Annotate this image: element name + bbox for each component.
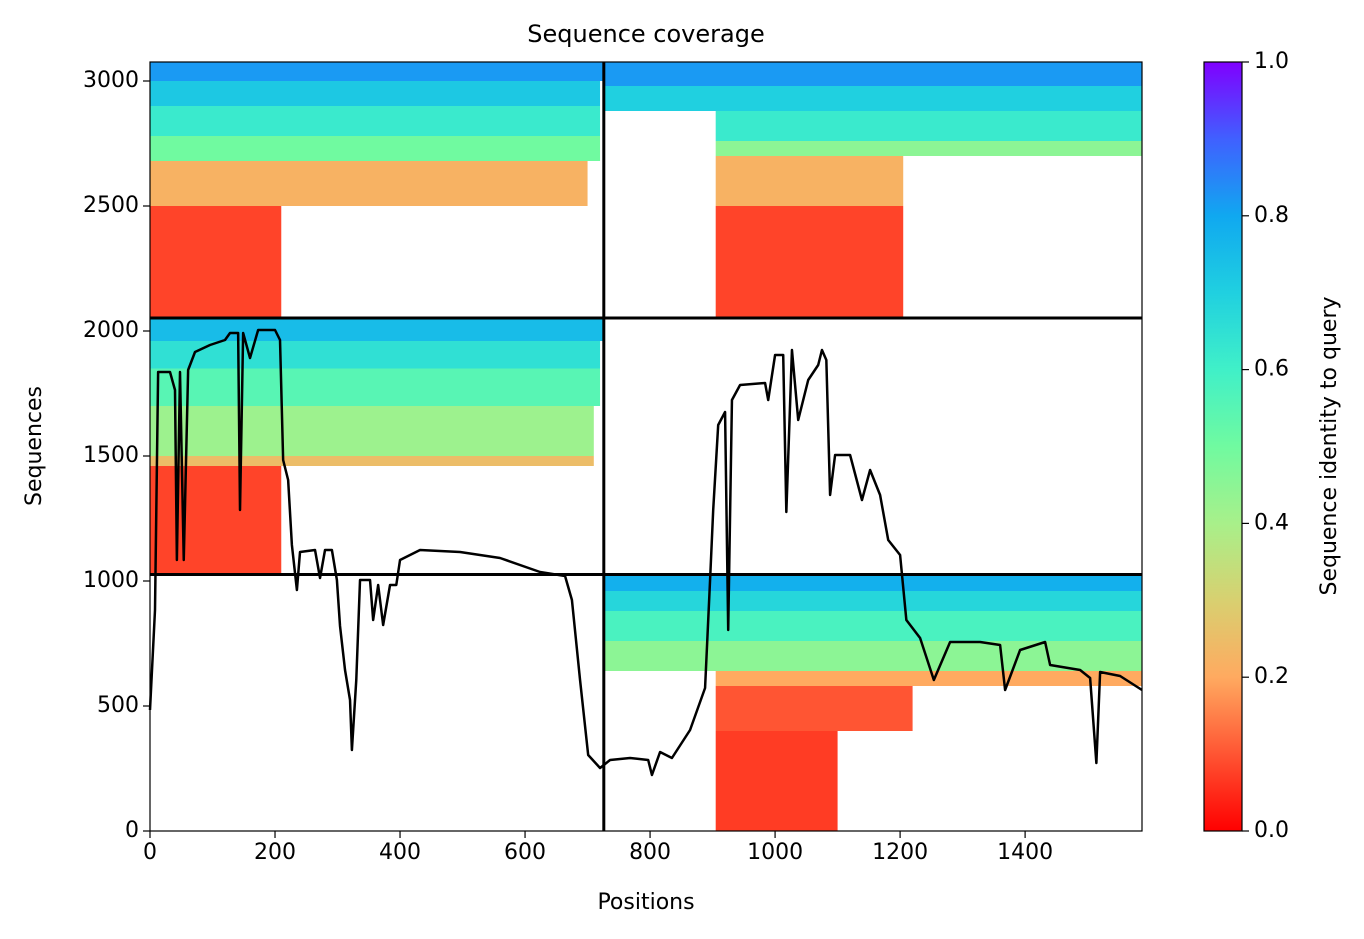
- x-tick-label: 1000: [747, 840, 803, 865]
- colorbar-tick-label: 0.4: [1254, 510, 1289, 535]
- coverage-block: [150, 406, 594, 456]
- y-tick-label: 0: [125, 818, 139, 843]
- coverage-block: [715, 731, 838, 831]
- colorbar-tick-label: 1.0: [1254, 49, 1289, 74]
- x-tick-label: 0: [143, 840, 157, 865]
- coverage-block: [603, 611, 1142, 641]
- coverage-block: [715, 686, 913, 731]
- x-axis-label: Positions: [597, 890, 694, 915]
- colorbar: [1203, 61, 1243, 832]
- x-tick-label: 1200: [872, 840, 928, 865]
- coverage-block: [715, 111, 1142, 141]
- coverage-block: [150, 161, 588, 206]
- x-tick-label: 800: [629, 840, 671, 865]
- x-tick-label: 400: [379, 840, 421, 865]
- colorbar-tick-label: 0.6: [1254, 357, 1289, 382]
- coverage-block: [715, 156, 904, 206]
- coverage-block: [715, 671, 1142, 686]
- coverage-block: [715, 141, 1142, 156]
- x-tick-label: 1400: [997, 840, 1053, 865]
- colorbar-tick-label: 0.2: [1254, 664, 1289, 689]
- coverage-block: [150, 456, 594, 466]
- plot-frame: [149, 61, 1143, 832]
- coverage-block: [715, 206, 904, 318]
- y-tick-label: 2500: [83, 193, 139, 218]
- y-axis-label: Sequences: [22, 386, 47, 506]
- coverage-block: [150, 62, 604, 81]
- colorbar-tick-label: 0.8: [1254, 203, 1289, 228]
- coverage-block: [150, 318, 604, 341]
- coverage-block: [150, 136, 601, 161]
- coverage-block: [150, 368, 601, 406]
- coverage-block: [150, 341, 601, 369]
- coverage-block: [603, 574, 1142, 591]
- y-tick-label: 2000: [83, 318, 139, 343]
- chart-title: Sequence coverage: [527, 20, 764, 48]
- x-tick-label: 600: [504, 840, 546, 865]
- coverage-block: [603, 62, 1142, 86]
- coverage-line: [148, 328, 1143, 777]
- y-tick-label: 500: [97, 693, 139, 718]
- y-tick-label: 1500: [83, 443, 139, 468]
- y-tick-label: 1000: [83, 568, 139, 593]
- coverage-block: [603, 591, 1142, 611]
- y-tick-label: 3000: [83, 68, 139, 93]
- colorbar-tick-label: 0.0: [1254, 818, 1289, 843]
- coverage-block: [150, 466, 282, 575]
- coverage-block: [150, 206, 282, 318]
- x-tick-label: 200: [254, 840, 296, 865]
- coverage-block: [150, 106, 601, 136]
- colorbar-label: Sequence identity to query: [1317, 296, 1342, 595]
- coverage-block: [603, 86, 1142, 111]
- coverage-block: [150, 81, 601, 106]
